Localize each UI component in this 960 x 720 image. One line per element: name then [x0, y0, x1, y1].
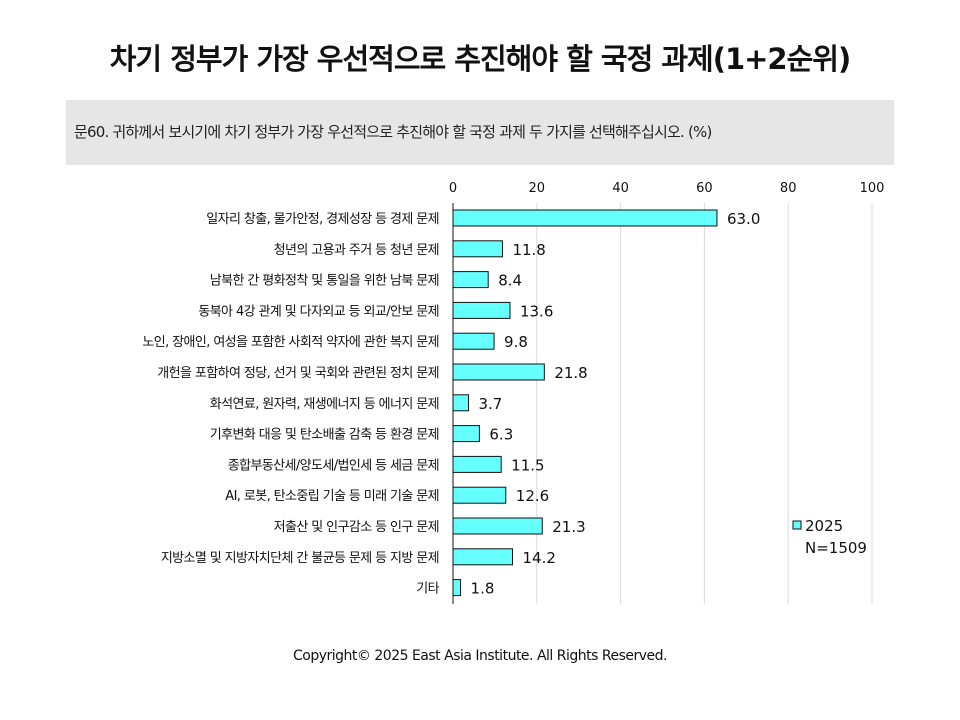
category-label: 종합부동산세/양도세/법인세 등 세금 문제 [228, 458, 439, 473]
value-label: 12.6 [516, 487, 549, 505]
category-label: 지방소멸 및 지방자치단체 간 불균등 문제 등 지방 문제 [161, 551, 439, 566]
legend: 2025 N=1509 [792, 517, 867, 557]
x-tick-label: 40 [612, 181, 629, 196]
category-label: 남북한 간 평화정착 및 통일을 위한 남북 문제 [210, 274, 439, 289]
category-label: 기후변화 대응 및 탄소배출 감축 등 환경 문제 [210, 428, 439, 443]
value-label: 21.8 [554, 364, 587, 382]
bar [452, 301, 511, 319]
bar [452, 517, 543, 535]
value-label: 9.8 [504, 333, 528, 351]
copyright-footer: Copyright© 2025 East Asia Institute. All… [293, 648, 667, 664]
value-label: 13.6 [520, 302, 553, 320]
x-tick-label: 60 [696, 181, 713, 196]
bar [452, 425, 480, 443]
x-axis-ticks: 0 20 40 60 80 100 [449, 181, 885, 196]
value-label: 11.5 [511, 456, 544, 474]
question-box: 문60. 귀하께서 보시기에 차기 정부가 가장 우선적으로 추진해야 할 국정… [66, 100, 894, 165]
value-label: 21.3 [552, 518, 585, 536]
value-label: 63.0 [727, 210, 760, 228]
category-label: AI, 로봇, 탄소중립 기술 등 미래 기술 문제 [225, 489, 439, 504]
value-labels: 63.0 11.8 8.4 13.6 9.8 21.8 3.7 6.3 11.5 12.621.3… [471, 210, 761, 598]
value-label: 3.7 [479, 395, 503, 413]
category-label: 노인, 장애인, 여성을 포함한 사회적 약자에 관한 복지 문제 [142, 335, 439, 350]
legend-note: N=1509 [805, 539, 867, 557]
bar [452, 271, 489, 289]
x-tick-label: 0 [449, 181, 457, 196]
category-label: 청년의 고용과 주거 등 청년 문제 [274, 243, 439, 258]
bar [452, 486, 507, 504]
category-label: 개헌을 포함하여 정당, 선거 및 국회와 관련된 정치 문제 [157, 366, 439, 381]
bar [452, 455, 502, 473]
bar [452, 394, 470, 412]
value-label: 14.2 [522, 549, 555, 567]
value-label: 8.4 [498, 272, 522, 290]
bar [452, 363, 545, 381]
bars [452, 209, 718, 597]
x-tick-label: 80 [780, 181, 797, 196]
bar [452, 332, 495, 350]
bar [452, 209, 718, 227]
question-text: 문60. 귀하께서 보시기에 차기 정부가 가장 우선적으로 추진해야 할 국정… [74, 123, 712, 141]
chart-title: 차기 정부가 가장 우선적으로 추진해야 할 국정 과제(1+2순위) [109, 42, 851, 76]
bar [452, 240, 503, 258]
category-label: 저출산 및 인구감소 등 인구 문제 [274, 520, 439, 535]
category-label: 동북아 4강 관계 및 다자외교 등 외교/안보 문제 [198, 304, 439, 319]
bar [452, 579, 462, 597]
category-label: 기타 [416, 582, 439, 597]
value-label: 11.8 [512, 241, 545, 259]
bar-chart: 0 20 40 60 80 100 일자리 창출, 물가안정, 경제성장 등 경제 문제청… [142, 181, 885, 604]
bar [452, 548, 513, 566]
value-label: 6.3 [489, 426, 513, 444]
category-label: 화석연료, 원자력, 재생에너지 등 에너지 문제 [210, 397, 439, 412]
category-label: 일자리 창출, 물가안정, 경제성장 등 경제 문제 [206, 212, 439, 227]
x-tick-label: 100 [860, 181, 885, 196]
x-tick-label: 20 [529, 181, 546, 196]
legend-swatch [792, 520, 802, 530]
value-label: 1.8 [471, 580, 495, 598]
legend-label: 2025 [805, 517, 843, 535]
